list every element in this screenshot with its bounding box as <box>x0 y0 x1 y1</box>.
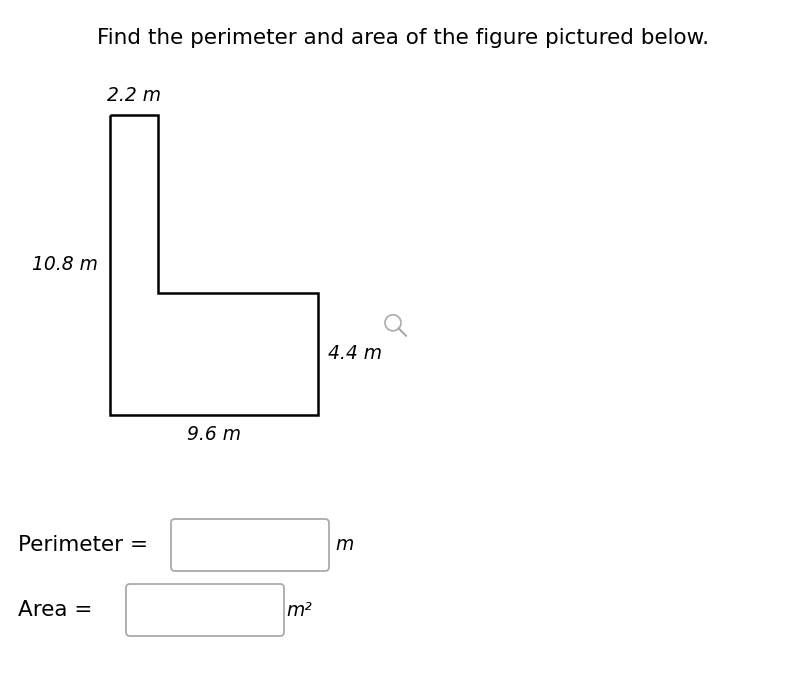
Text: 10.8 m: 10.8 m <box>32 255 98 274</box>
Text: Area =: Area = <box>18 600 92 620</box>
Text: Find the perimeter and area of the figure pictured below.: Find the perimeter and area of the figur… <box>97 28 709 48</box>
Text: 9.6 m: 9.6 m <box>187 425 241 444</box>
Text: 2.2 m: 2.2 m <box>107 86 161 105</box>
FancyBboxPatch shape <box>126 584 284 636</box>
Text: Perimeter =: Perimeter = <box>18 535 148 555</box>
FancyBboxPatch shape <box>171 519 329 571</box>
Text: m: m <box>335 535 353 554</box>
Text: 4.4 m: 4.4 m <box>328 345 382 364</box>
Text: m²: m² <box>286 601 312 620</box>
